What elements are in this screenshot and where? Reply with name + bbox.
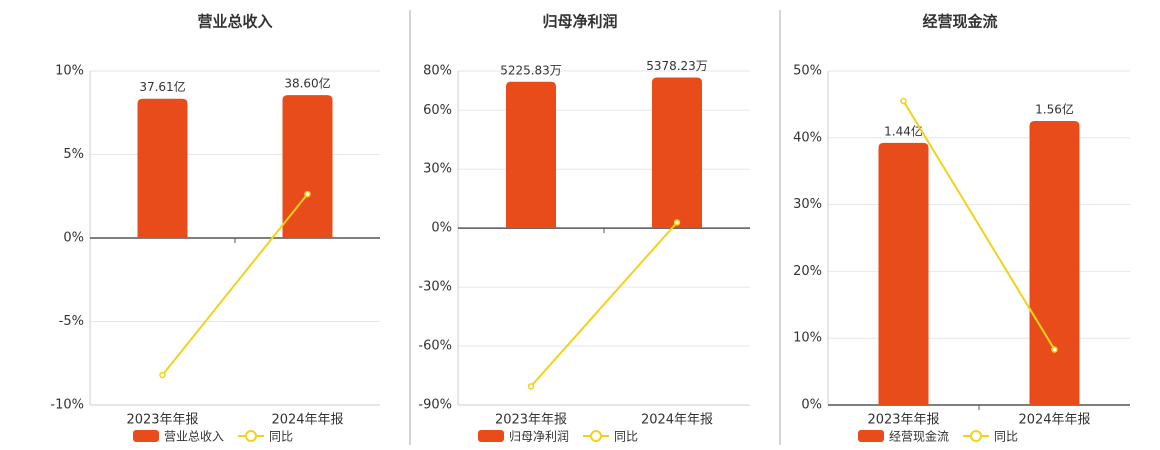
legend-swatch — [133, 430, 159, 442]
line-point — [900, 97, 907, 105]
x-tick-label: 2024年年报 — [271, 413, 343, 428]
legend-swatch — [478, 430, 504, 442]
bar — [878, 142, 929, 405]
bar — [652, 77, 702, 229]
y-tick-label: 30% — [793, 197, 822, 212]
legend-label: 归母净利润 — [509, 430, 569, 444]
y-tick-label: 30% — [423, 162, 452, 177]
legend-swatch — [245, 430, 258, 442]
line — [530, 221, 678, 388]
legend-label: 营业总收入 — [164, 430, 224, 444]
chart-title: 营业总收入 — [197, 13, 272, 31]
value-label: 38.60亿 — [284, 76, 330, 91]
y-tick-label: 80% — [423, 64, 452, 79]
line-point — [304, 190, 311, 198]
legend-swatch — [858, 430, 884, 442]
y-tick-label: 0% — [63, 231, 84, 246]
y-tick-label: 10% — [55, 64, 84, 79]
legend-label: 同比 — [614, 430, 638, 444]
y-tick-label: 40% — [793, 130, 822, 145]
x-tick-label: 2023年年报 — [126, 413, 198, 428]
x-tick-label: 2023年年报 — [495, 413, 567, 428]
y-tick-label: 20% — [793, 264, 822, 279]
y-tick-label: 0% — [801, 398, 822, 413]
legend-label: 同比 — [269, 430, 293, 444]
line-point — [673, 219, 681, 226]
line — [902, 100, 1056, 351]
y-tick-label: 0% — [431, 221, 452, 236]
y-tick-label: -5% — [59, 314, 84, 329]
chart-title: 归母净利润 — [542, 13, 617, 31]
y-tick-label: -30% — [418, 280, 452, 295]
bar — [1029, 121, 1080, 405]
line — [161, 193, 309, 376]
x-tick-label: 2024年年报 — [1018, 413, 1090, 428]
bar — [506, 81, 556, 229]
legend-label: 同比 — [994, 430, 1018, 444]
y-tick-label: 50% — [793, 64, 822, 79]
x-tick-label: 2024年年报 — [641, 413, 713, 428]
y-tick-label: -60% — [418, 339, 452, 354]
x-tick-label: 2023年年报 — [867, 413, 939, 428]
legend-swatch — [970, 430, 983, 442]
chart-title: 经营现金流 — [922, 13, 997, 31]
line-point — [159, 371, 166, 379]
value-label: 37.61亿 — [139, 79, 185, 94]
bar — [282, 95, 333, 239]
y-tick-label: 5% — [63, 147, 84, 162]
value-label: 1.56亿 — [1035, 102, 1074, 117]
value-label: 5225.83万 — [500, 63, 562, 77]
y-tick-label: -90% — [418, 398, 452, 413]
legend-swatch — [590, 430, 603, 442]
y-tick-label: -10% — [50, 398, 84, 413]
value-label: 1.44亿 — [884, 123, 923, 138]
y-tick-label: 10% — [793, 331, 822, 346]
y-tick-label: 60% — [423, 103, 452, 118]
line-point — [527, 383, 535, 390]
legend-label: 经营现金流 — [889, 429, 949, 444]
line-point — [1051, 346, 1058, 353]
bar — [137, 98, 188, 238]
value-label: 5378.23万 — [646, 59, 708, 73]
